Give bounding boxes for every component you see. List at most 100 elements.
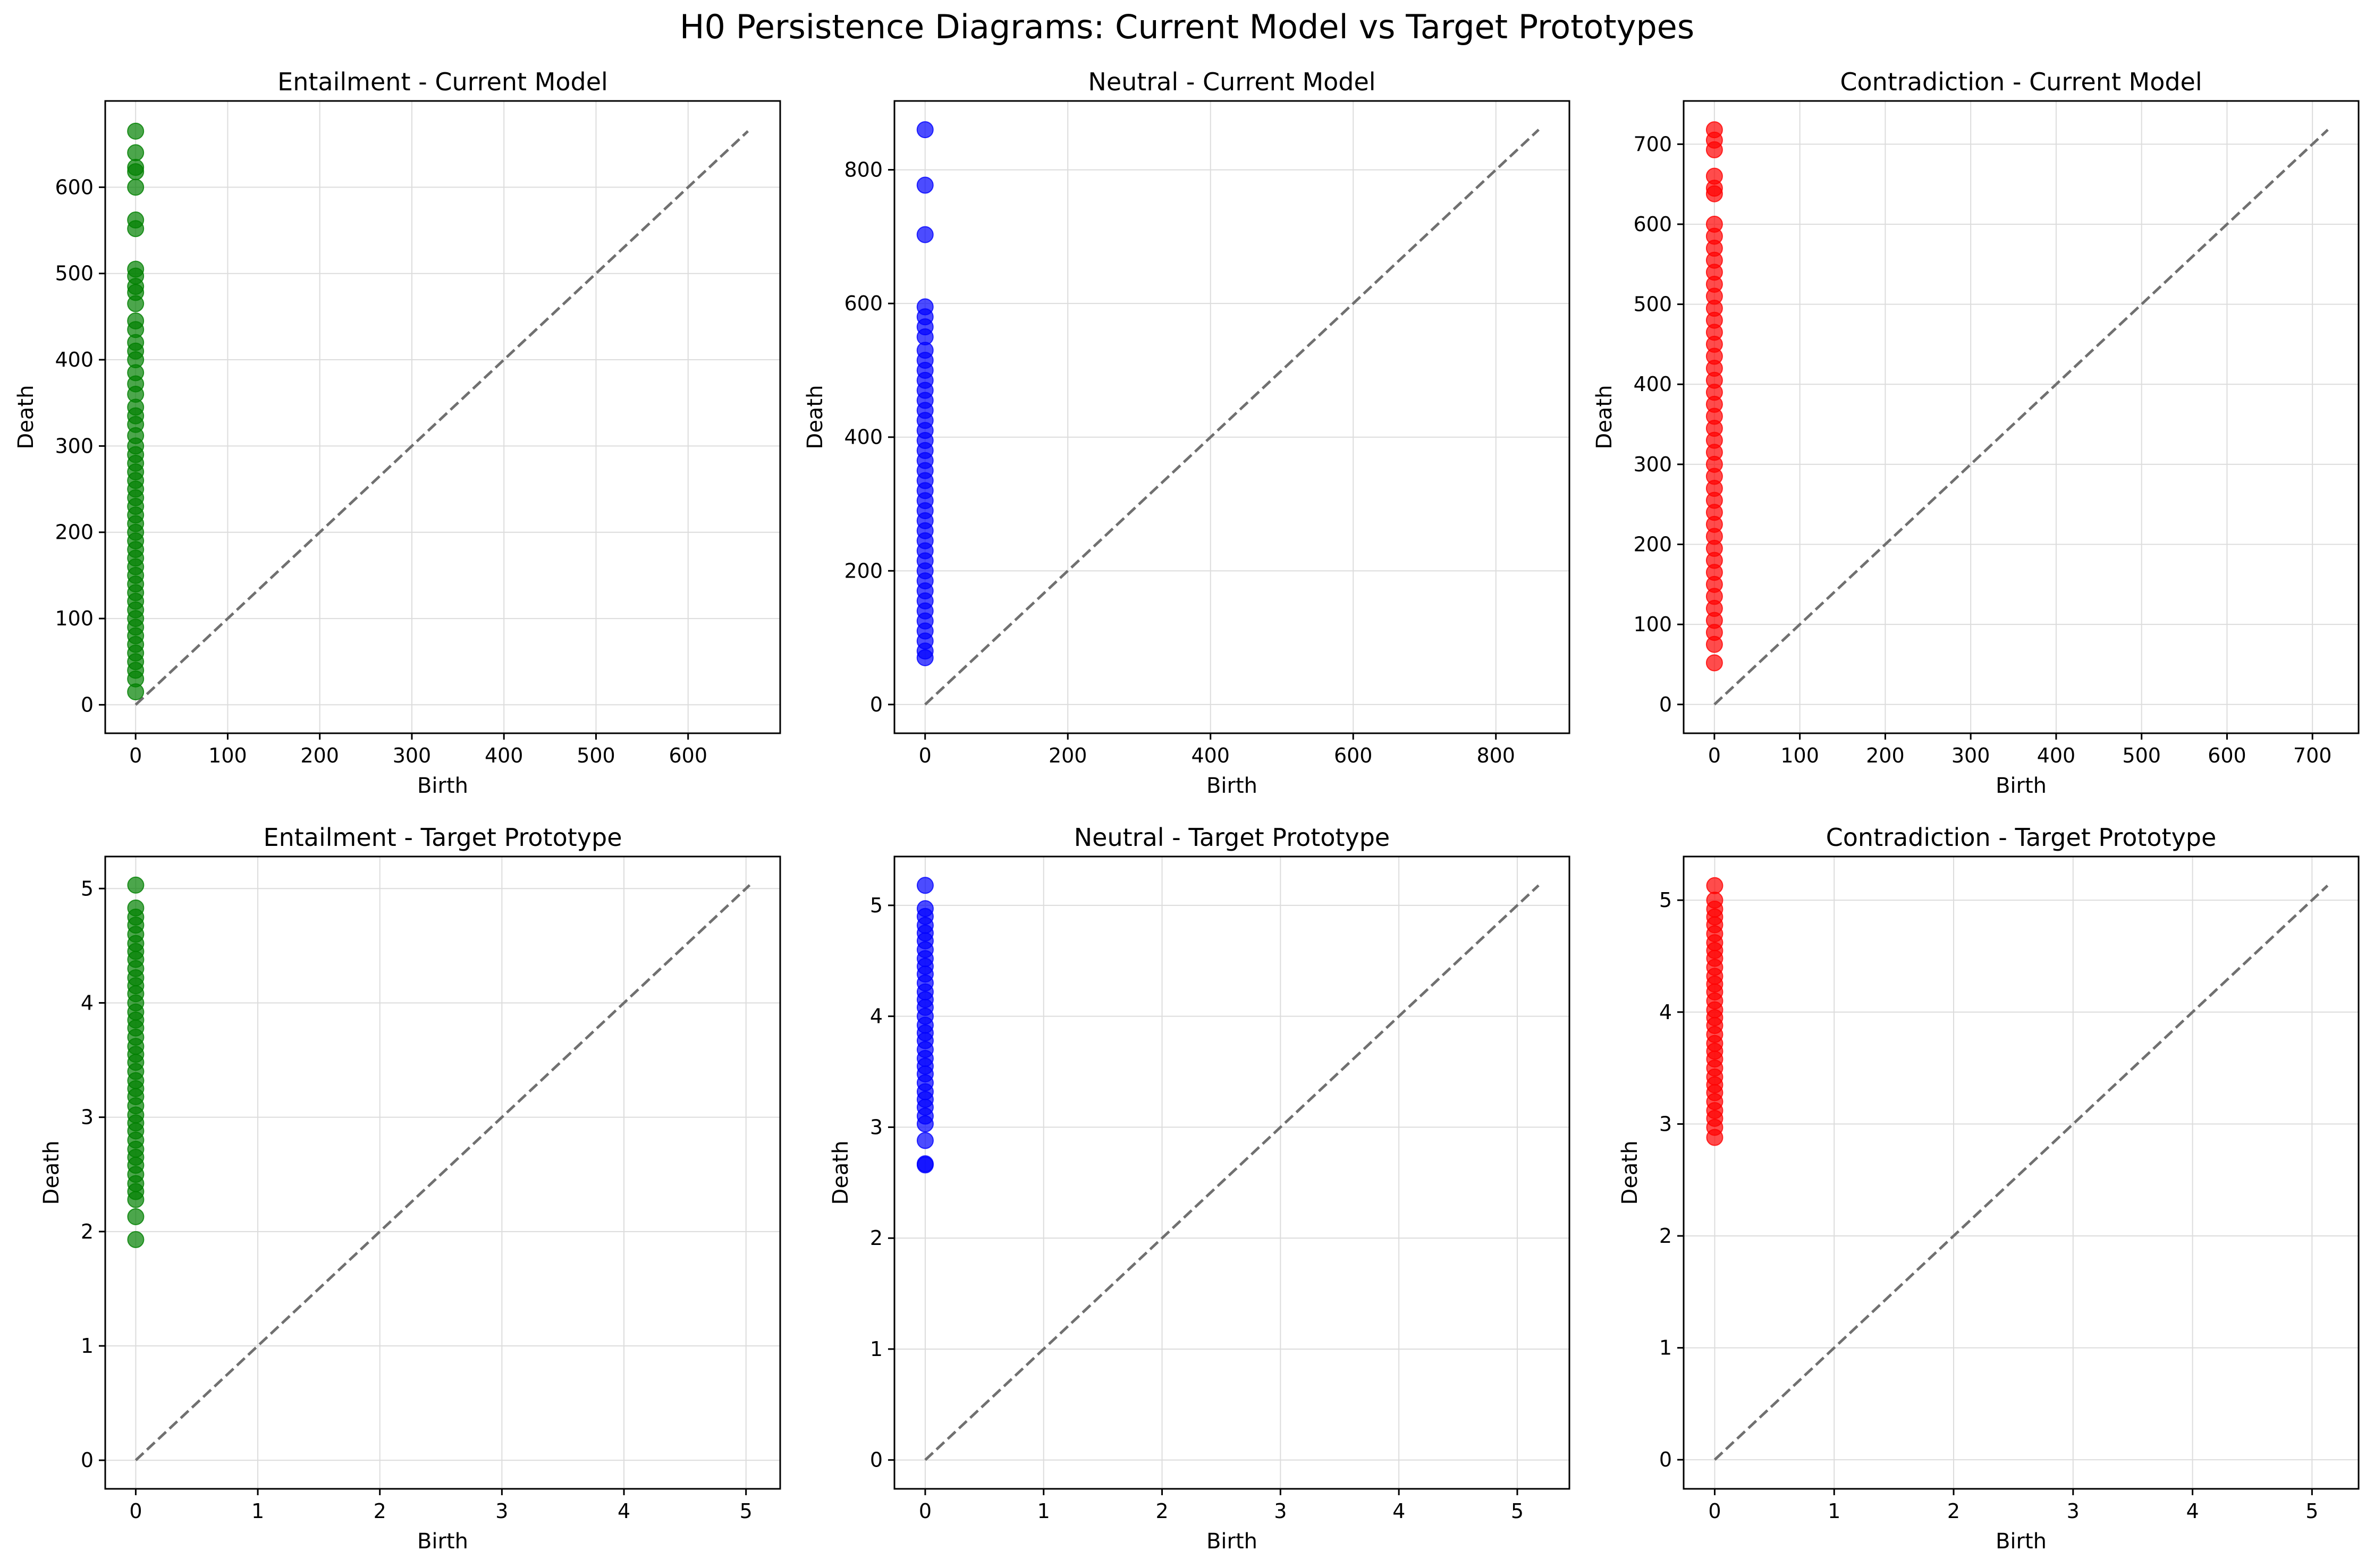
- chart-title: Entailment - Target Prototype: [264, 823, 622, 852]
- y-tick-label: 600: [844, 292, 883, 315]
- y-axis-label: Death: [803, 385, 827, 450]
- y-tick-label: 800: [844, 158, 883, 182]
- x-tick-label: 200: [1866, 744, 1905, 767]
- chart-panel: 0 100 200 300 400 500 600 700 0 100 200 300 400 500 60…: [1592, 67, 2360, 798]
- data-point: [127, 1191, 145, 1208]
- x-axis-label: Birth: [417, 1529, 468, 1554]
- y-tick-label: 2: [81, 1220, 94, 1243]
- x-tick-label: 600: [2208, 744, 2246, 767]
- y-tick-label: 0: [1659, 693, 1672, 716]
- data-point: [916, 1156, 934, 1174]
- y-tick-label: 3: [870, 1115, 883, 1139]
- y-tick-label: 4: [870, 1005, 883, 1028]
- x-tick-label: 500: [577, 744, 615, 767]
- x-tick-label: 5: [740, 1499, 753, 1523]
- diagonal-line: [924, 129, 1540, 706]
- diagonal-line: [134, 130, 749, 706]
- x-tick-label: 2: [1947, 1499, 1960, 1523]
- data-point: [1705, 185, 1723, 202]
- axes-frame: [1683, 855, 2360, 1490]
- y-axis-label: Death: [14, 385, 38, 450]
- figure-title: H0 Persistence Diagrams: Current Model v…: [679, 7, 1695, 46]
- y-tick-label: 600: [55, 175, 94, 199]
- x-tick-label: 500: [2122, 744, 2161, 767]
- x-tick-label: 0: [129, 744, 142, 767]
- y-tick-label: 0: [1659, 1448, 1672, 1471]
- y-tick-label: 0: [870, 693, 883, 716]
- y-tick-label: 1: [870, 1337, 883, 1361]
- y-axis-label: Death: [829, 1141, 853, 1205]
- chart-panel: 0 100 200 300 400 500 600 0 100 200 300 400 500 600 En…: [14, 67, 781, 798]
- y-axis-label: Death: [1618, 1141, 1642, 1205]
- x-tick-label: 1: [251, 1499, 264, 1523]
- x-axis-label: Birth: [1996, 1529, 2047, 1554]
- y-tick-label: 100: [55, 607, 94, 630]
- x-tick-label: 0: [919, 744, 932, 767]
- y-tick-label: 1: [1659, 1336, 1672, 1360]
- axes-frame: [104, 100, 781, 734]
- x-tick-label: 100: [208, 744, 247, 767]
- y-tick-label: 300: [55, 434, 94, 457]
- y-tick-label: 4: [81, 991, 94, 1014]
- x-tick-label: 400: [1191, 744, 1230, 767]
- x-tick-label: 4: [2186, 1499, 2199, 1523]
- x-tick-label: 200: [300, 744, 339, 767]
- y-tick-label: 400: [55, 348, 94, 371]
- x-tick-label: 1: [1037, 1499, 1050, 1523]
- data-point: [1705, 141, 1723, 158]
- x-tick-label: 300: [1951, 744, 1990, 767]
- y-tick-label: 5: [870, 894, 883, 917]
- x-tick-label: 3: [495, 1499, 508, 1523]
- y-tick-label: 2: [1659, 1224, 1672, 1248]
- x-tick-label: 4: [618, 1499, 630, 1523]
- y-tick-label: 4: [1659, 1001, 1672, 1024]
- x-tick-label: 3: [2067, 1499, 2080, 1523]
- diagonal-line: [1713, 884, 2329, 1461]
- y-tick-label: 1: [81, 1334, 94, 1358]
- data-point: [916, 121, 934, 139]
- axes-frame: [893, 100, 1570, 734]
- data-point: [916, 176, 934, 194]
- y-tick-label: 700: [1633, 132, 1672, 156]
- x-tick-label: 800: [1476, 744, 1515, 767]
- data-point: [127, 220, 145, 238]
- data-point: [127, 144, 145, 162]
- y-tick-label: 200: [55, 521, 94, 544]
- x-tick-label: 400: [2037, 744, 2076, 767]
- x-tick-label: 300: [393, 744, 432, 767]
- data-point: [127, 876, 145, 894]
- y-tick-label: 200: [1633, 533, 1672, 556]
- x-tick-label: 4: [1392, 1499, 1405, 1523]
- data-point: [916, 649, 934, 666]
- y-tick-label: 400: [844, 426, 883, 449]
- data-point: [916, 877, 934, 894]
- chart-panel: 0 1 2 3 4 5 0 1 2 3 4 5 Contradiction - Target Proto…: [1618, 823, 2360, 1554]
- y-tick-label: 3: [1659, 1112, 1672, 1135]
- x-tick-label: 100: [1780, 744, 1819, 767]
- x-tick-label: 2: [374, 1499, 386, 1523]
- data-point: [916, 1132, 934, 1149]
- data-point: [1706, 877, 1724, 894]
- data-point: [127, 295, 145, 312]
- data-point: [1706, 1129, 1724, 1146]
- x-tick-label: 1: [1828, 1499, 1840, 1523]
- axes-frame: [1683, 100, 2360, 734]
- data-point: [916, 1115, 934, 1133]
- y-tick-label: 0: [81, 1448, 94, 1472]
- y-tick-label: 5: [81, 877, 94, 900]
- x-tick-label: 0: [919, 1499, 932, 1523]
- y-tick-label: 0: [870, 1448, 883, 1472]
- y-tick-label: 0: [81, 693, 94, 716]
- data-point: [1705, 635, 1723, 653]
- x-tick-label: 0: [129, 1499, 142, 1523]
- axes-frame: [104, 855, 781, 1490]
- y-tick-label: 100: [1633, 613, 1672, 636]
- y-axis-label: Death: [39, 1141, 64, 1205]
- data-point: [127, 179, 145, 196]
- x-axis-label: Birth: [417, 774, 468, 798]
- data-point: [127, 1231, 145, 1248]
- chart-panel: 0 1 2 3 4 5 0 1 2 3 4 5 Neutral - Target Prototype Bi…: [829, 823, 1570, 1554]
- x-tick-label: 0: [1708, 744, 1721, 767]
- x-tick-label: 200: [1049, 744, 1087, 767]
- diagonal-line: [1713, 129, 2329, 706]
